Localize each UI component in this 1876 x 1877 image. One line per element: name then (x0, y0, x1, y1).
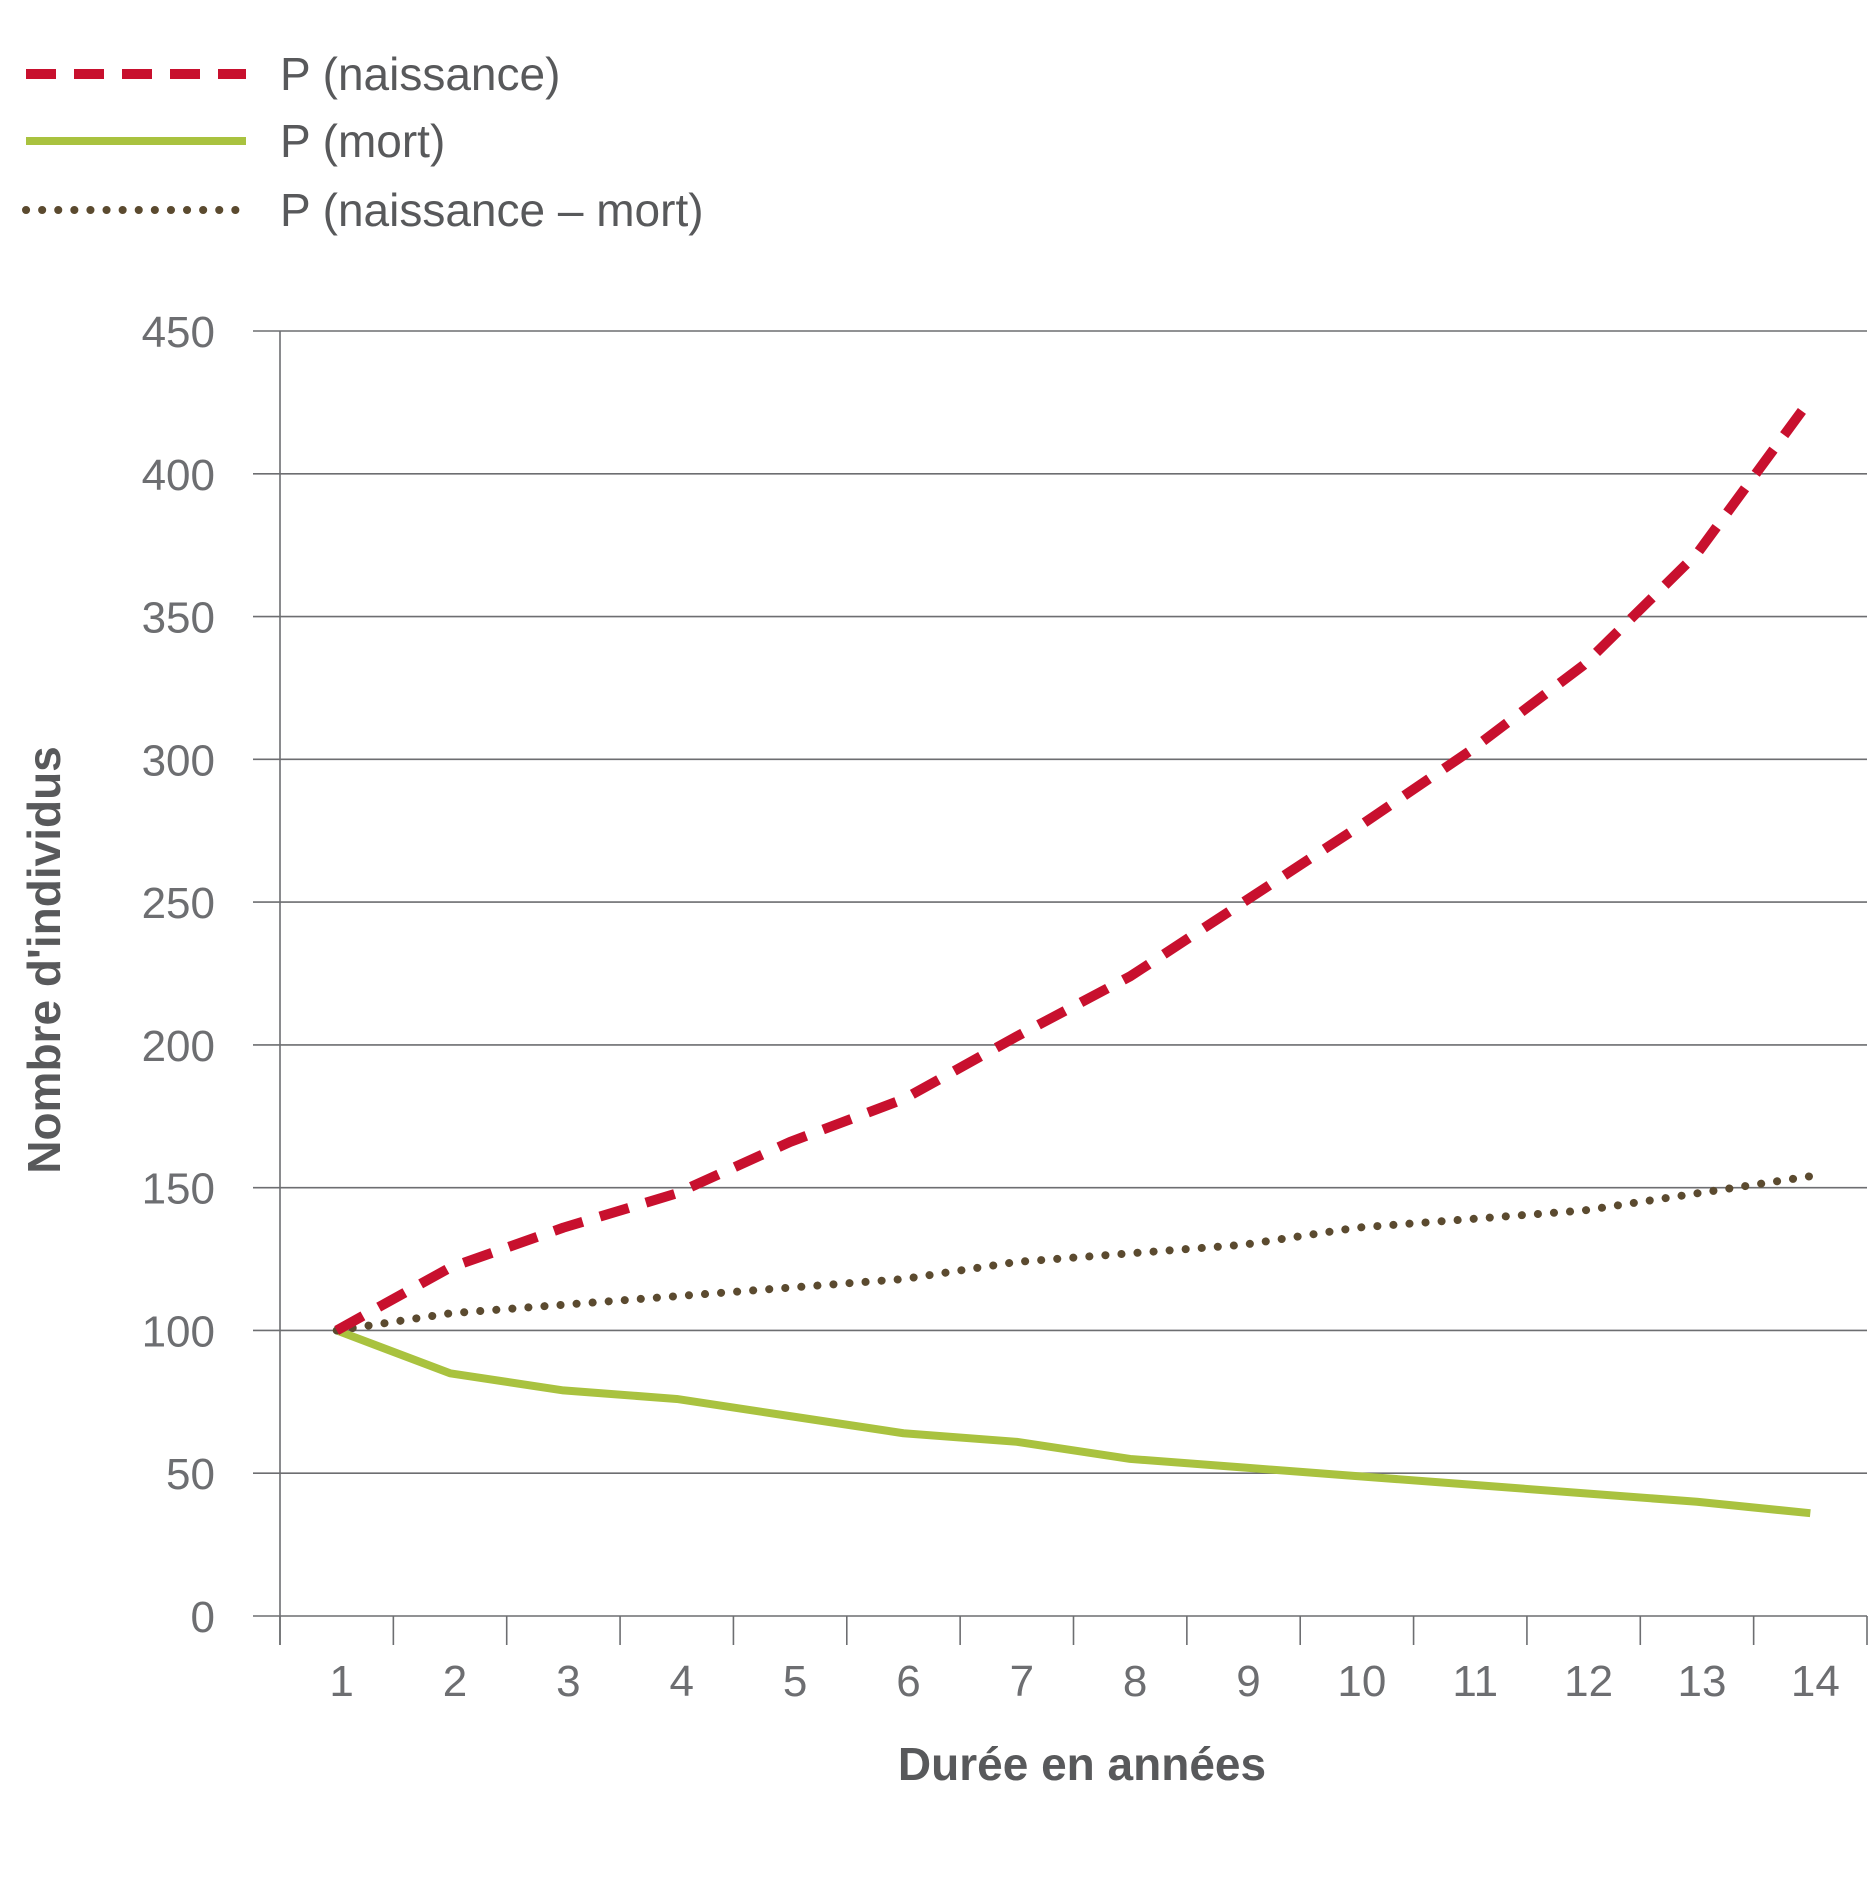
legend-label-0: P (naissance) (280, 48, 560, 100)
y-tick-label: 400 (142, 451, 215, 500)
series-lines (332, 396, 1815, 1518)
x-tick-label: 13 (1677, 1657, 1726, 1706)
x-axis-ticks: 1 2 3 4 5 6 7 8 9 10 11 12 13 14 (279, 1616, 1868, 1706)
series-line-1 (335, 1326, 1811, 1518)
x-tick-label: 7 (1010, 1657, 1034, 1706)
y-tick-label: 150 (142, 1165, 215, 1214)
y-tick-label: 200 (142, 1022, 215, 1071)
x-tick-label: 2 (443, 1657, 467, 1706)
series-line-0 (334, 396, 1815, 1335)
legend: P (naissance) P (mort) P (naissance – mort… (22, 48, 704, 236)
x-tick-label: 5 (783, 1657, 807, 1706)
x-tick-label: 6 (896, 1657, 920, 1706)
y-axis-ticks: 0 50 100 150 200 250 300 350 400 450 (142, 308, 215, 1642)
x-tick-label: 9 (1236, 1657, 1260, 1706)
x-tick-label: 14 (1791, 1657, 1840, 1706)
x-tick-label: 3 (556, 1657, 580, 1706)
y-tick-label: 100 (142, 1307, 215, 1356)
x-tick-label: 8 (1123, 1657, 1147, 1706)
series-line-2 (332, 1172, 1815, 1335)
x-tick-label: 4 (670, 1657, 694, 1706)
legend-label-2: P (naissance – mort) (280, 184, 704, 236)
legend-label-1: P (mort) (280, 115, 445, 167)
y-tick-label: 450 (142, 308, 215, 357)
y-tick-label: 250 (142, 879, 215, 928)
x-tick-label: 11 (1452, 1657, 1498, 1706)
y-axis-title: Nombre d'individus (18, 746, 70, 1174)
y-tick-label: 300 (142, 736, 215, 785)
y-tick-label: 350 (142, 594, 215, 643)
x-tick-label: 12 (1564, 1657, 1613, 1706)
y-tick-label: 50 (166, 1450, 215, 1499)
gridlines (253, 330, 1867, 1617)
x-tick-label: 1 (329, 1657, 353, 1706)
x-tick-label: 10 (1337, 1657, 1386, 1706)
x-axis-title: Durée en années (898, 1738, 1266, 1790)
y-tick-label: 0 (191, 1593, 215, 1642)
